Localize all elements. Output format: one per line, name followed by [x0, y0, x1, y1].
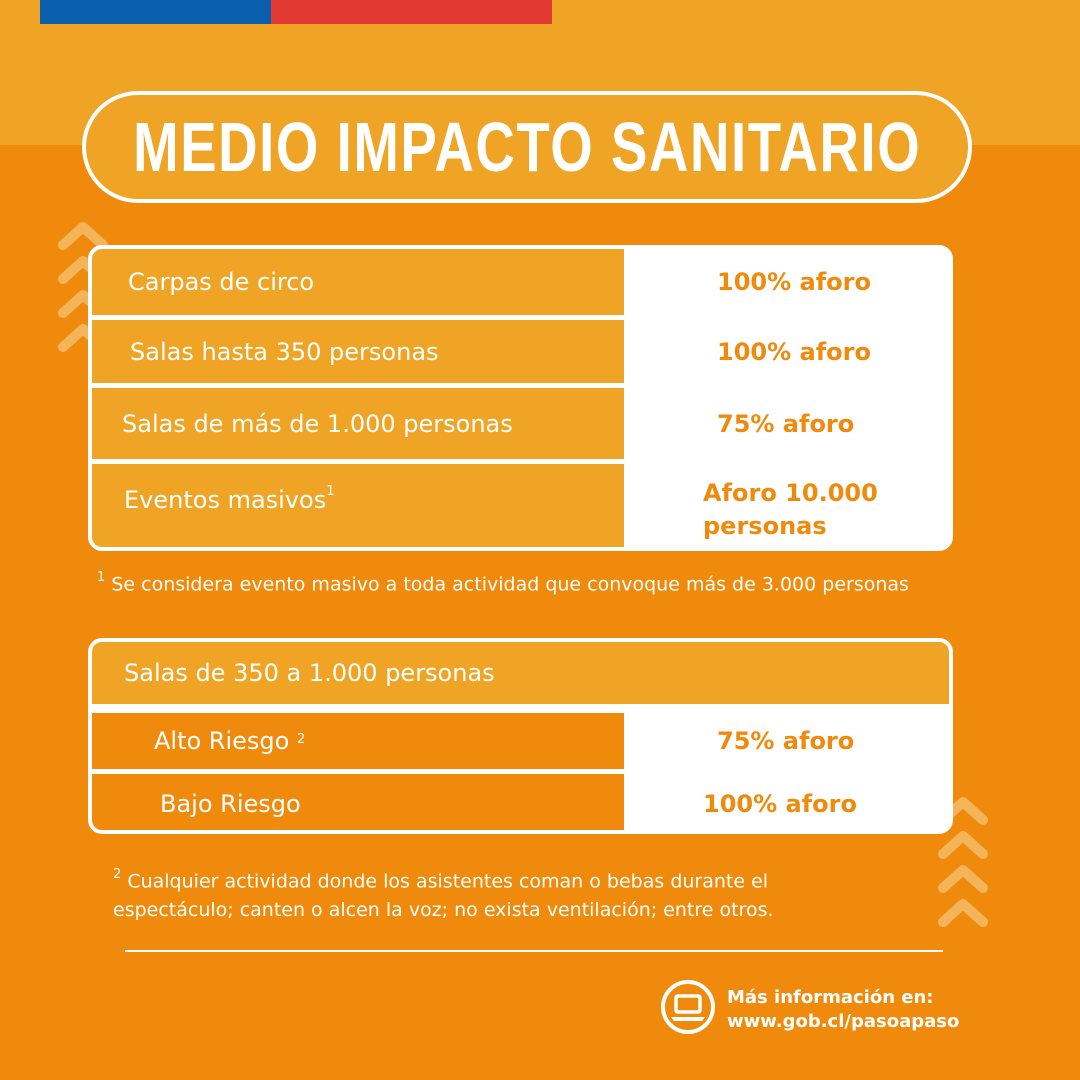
row-value-line2: personas	[703, 511, 827, 540]
footnote-marker: 2	[296, 731, 306, 747]
risk-table: Alto Riesgo 2 75% aforo Bajo Riesgo 100%…	[88, 708, 953, 834]
laptop-icon	[660, 979, 716, 1035]
row-value: 100% aforo	[629, 774, 949, 830]
more-info: Más información en: www.gob.cl/pasoapaso	[727, 986, 959, 1034]
table-row: Salas de más de 1.000 personas 75% aforo	[92, 388, 949, 459]
capacity-table: Carpas de circo 100% aforo Salas hasta 3…	[88, 245, 953, 551]
divider	[125, 950, 943, 952]
row-label: Salas de más de 1.000 personas	[92, 388, 624, 459]
table-row: Salas hasta 350 personas 100% aforo	[92, 320, 949, 383]
footnote-marker: 2	[113, 867, 122, 882]
table-row: Carpas de circo 100% aforo	[92, 249, 949, 315]
row-label: Bajo Riesgo	[92, 774, 624, 830]
row-value: 75% aforo	[629, 388, 949, 459]
chevron-up-icon	[938, 797, 988, 927]
row-label-text: Alto Riesgo	[154, 727, 290, 755]
chevron-up-decoration-right	[935, 790, 991, 940]
row-value-line1: Aforo 10.000	[703, 478, 878, 507]
footnote-text: Cualquier actividad donde los asistentes…	[127, 870, 769, 893]
row-label-text: Eventos masivos	[124, 486, 327, 514]
row-value: 100% aforo	[629, 320, 949, 383]
footnote-marker: 1	[326, 484, 335, 499]
footnote-text: Se considera evento masivo a toda activi…	[111, 573, 909, 596]
table2-header: Salas de 350 a 1.000 personas	[88, 638, 953, 708]
footnote-marker: 1	[97, 570, 106, 585]
row-label: Salas hasta 350 personas	[92, 320, 624, 383]
flag-stripe-blue	[40, 0, 271, 24]
row-label: Eventos masivos 1	[92, 464, 624, 547]
title-banner: MEDIO IMPACTO SANITARIO	[82, 91, 972, 203]
row-label: Alto Riesgo 2	[92, 713, 624, 769]
table-row: Eventos masivos 1 Aforo 10.000 personas	[92, 464, 949, 547]
page-title: MEDIO IMPACTO SANITARIO	[132, 108, 922, 186]
row-label: Carpas de circo	[92, 249, 624, 315]
row-value: Aforo 10.000 personas	[629, 464, 949, 547]
row-value: 100% aforo	[629, 249, 949, 315]
footnote-2: 2 Cualquier actividad donde los asistent…	[113, 862, 933, 925]
footnote-line: espectáculo; canten o alcen la voz; no e…	[113, 899, 774, 922]
flag-stripe-red	[271, 0, 552, 24]
row-value: 75% aforo	[629, 713, 949, 769]
footnote-line: 2 Cualquier actividad donde los asistent…	[113, 862, 933, 896]
footnote-1: 1 Se considera evento masivo a toda acti…	[97, 570, 1057, 596]
more-info-url[interactable]: www.gob.cl/pasoapaso	[727, 1011, 960, 1032]
more-info-label: Más información en:	[727, 987, 934, 1008]
